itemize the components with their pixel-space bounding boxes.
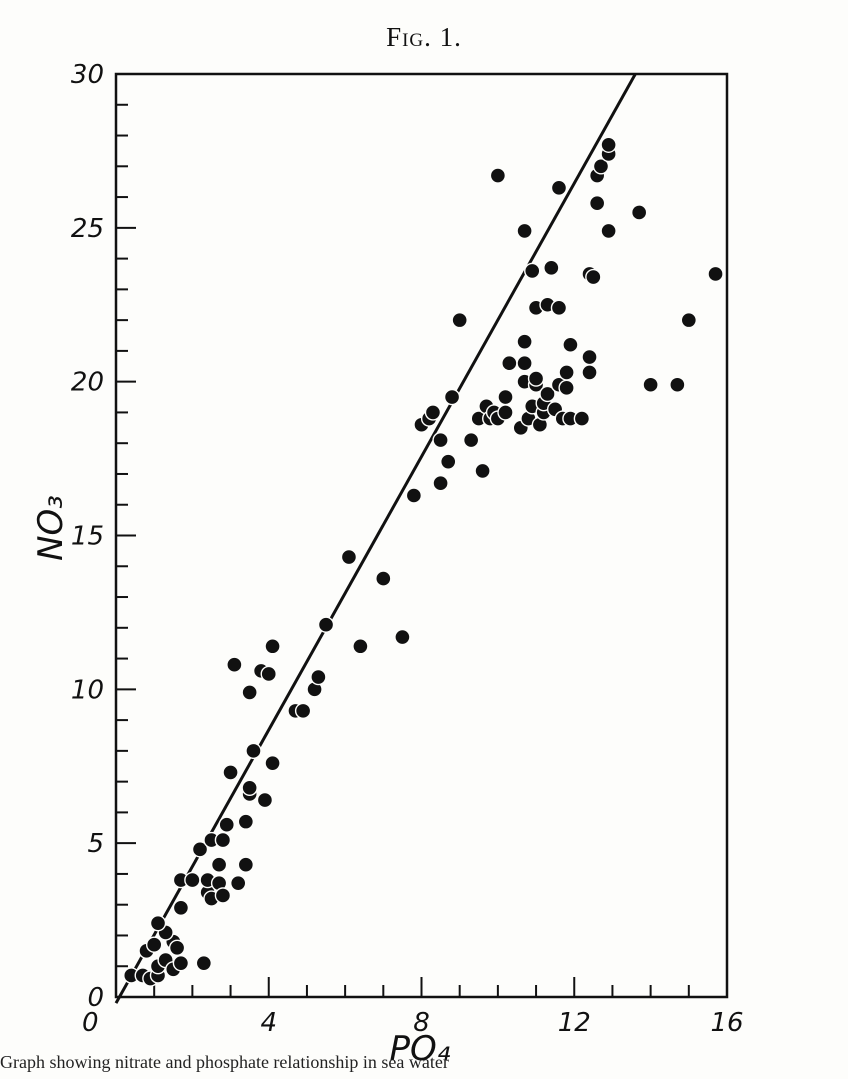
data-point	[550, 299, 568, 317]
y-tick-label: 5	[87, 829, 104, 859]
data-point	[588, 195, 606, 212]
data-point	[172, 899, 190, 916]
figure-title: Fig. 1.	[386, 22, 462, 52]
data-point	[191, 841, 209, 858]
data-point	[516, 222, 533, 240]
data-point	[218, 816, 235, 833]
data-point	[405, 487, 423, 504]
data-point	[516, 333, 533, 350]
data-point	[527, 370, 545, 387]
data-point	[149, 914, 167, 932]
data-point	[195, 954, 213, 972]
data-point	[394, 628, 411, 646]
data-point	[241, 779, 258, 796]
x-tick-label: 12	[558, 1008, 591, 1038]
x-tick-label: 8	[413, 1008, 430, 1038]
data-point	[241, 684, 258, 701]
data-point	[210, 856, 228, 873]
data-point	[489, 167, 507, 184]
data-point	[310, 668, 327, 686]
x-tick-label: 4	[260, 1008, 277, 1038]
data-point	[501, 355, 518, 372]
x-tick-label: 16	[710, 1008, 743, 1038]
data-point	[294, 702, 312, 720]
data-point	[256, 791, 274, 809]
tick-labels: 0 5 10 15 20 25 30 0 4 8 12 16	[71, 60, 744, 1038]
data-point	[642, 376, 659, 393]
data-point	[264, 754, 281, 772]
y-tick-label: 15	[71, 522, 104, 552]
y-tick-label: 20	[71, 368, 104, 398]
data-point	[172, 954, 190, 972]
data-point	[497, 404, 514, 421]
fit-line-group	[114, 73, 637, 1004]
data-point	[432, 431, 449, 449]
data-point	[550, 179, 568, 197]
data-point	[524, 262, 541, 280]
data-point	[260, 665, 277, 683]
data-point	[516, 355, 533, 372]
axis-ticks	[115, 73, 728, 998]
y-axis-label: NO₃	[31, 495, 71, 561]
data-point	[539, 385, 556, 403]
data-point	[669, 376, 686, 393]
data-point	[317, 616, 335, 633]
data-point	[424, 404, 442, 421]
data-point	[264, 638, 281, 655]
data-point	[462, 431, 480, 449]
data-point	[229, 874, 247, 892]
fit-line	[114, 73, 637, 1004]
y-tick-label: 10	[71, 675, 104, 705]
data-point	[592, 158, 610, 175]
data-point	[558, 364, 575, 381]
data-point	[440, 453, 457, 470]
data-point	[340, 548, 358, 566]
data-point	[222, 764, 239, 781]
y-tick-label: 0	[87, 983, 104, 1013]
data-point	[184, 871, 201, 889]
data-point	[214, 887, 232, 904]
data-point	[226, 656, 243, 673]
data-point	[245, 742, 262, 760]
data-point	[630, 204, 648, 221]
data-point	[237, 856, 255, 873]
data-point	[600, 222, 617, 240]
data-point	[214, 831, 232, 849]
data-point	[237, 813, 255, 830]
data-point	[543, 259, 560, 277]
data-points	[123, 136, 724, 987]
data-point	[352, 638, 369, 655]
data-point	[680, 311, 698, 329]
data-point	[562, 336, 579, 353]
data-point	[585, 268, 602, 286]
x-axis-label: PO₄	[390, 1029, 451, 1069]
data-point	[474, 462, 491, 480]
figure-caption: Graph showing nitrate and phosphate rela…	[0, 1052, 449, 1072]
data-point	[581, 364, 598, 381]
data-point	[145, 936, 163, 953]
data-point	[432, 474, 449, 492]
data-point	[451, 311, 468, 329]
data-point	[497, 388, 514, 406]
data-point	[573, 410, 591, 427]
data-point	[443, 388, 461, 406]
data-point	[558, 379, 575, 397]
y-tick-label: 25	[71, 214, 104, 244]
data-point	[581, 348, 598, 366]
data-point	[375, 570, 392, 587]
y-tick-label: 30	[71, 60, 104, 90]
data-point	[707, 265, 724, 283]
data-point	[168, 939, 186, 956]
x-tick-label: 0	[82, 1008, 99, 1038]
data-point	[600, 136, 617, 153]
